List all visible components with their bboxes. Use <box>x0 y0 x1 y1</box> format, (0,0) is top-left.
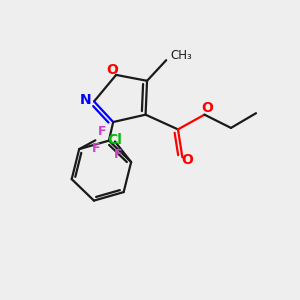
Text: O: O <box>181 153 193 167</box>
Text: F: F <box>92 142 100 155</box>
Text: Cl: Cl <box>107 133 122 147</box>
Text: CH₃: CH₃ <box>171 49 192 62</box>
Text: N: N <box>80 93 92 107</box>
Text: F: F <box>98 125 106 138</box>
Text: O: O <box>107 64 118 77</box>
Text: F: F <box>114 148 122 161</box>
Text: O: O <box>202 101 213 115</box>
